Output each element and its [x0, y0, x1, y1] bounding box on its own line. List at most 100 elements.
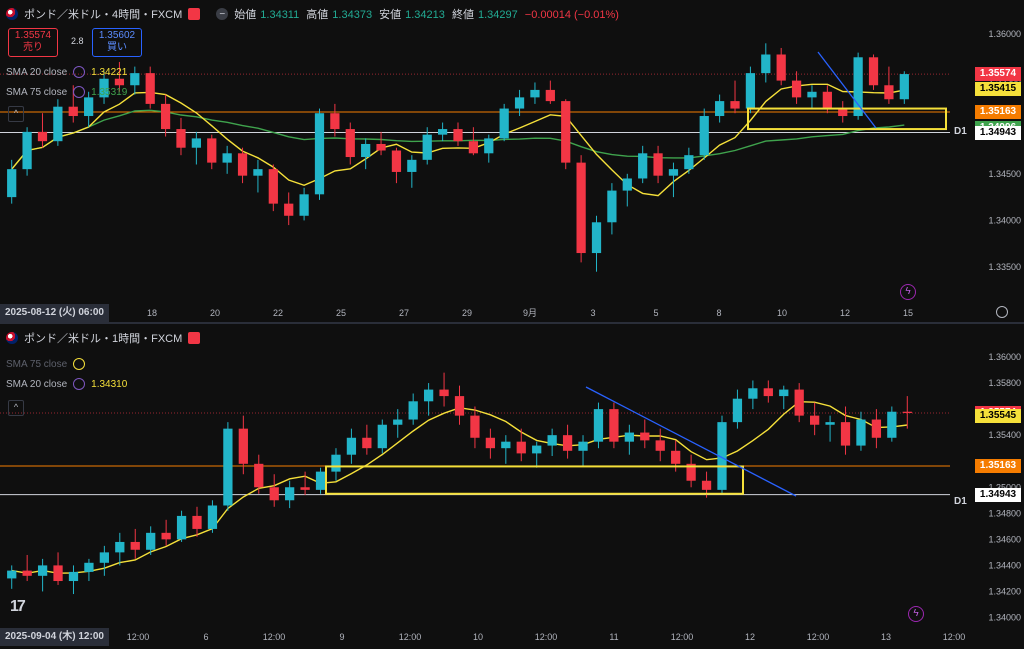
candle-body: [393, 419, 403, 425]
candle-body: [717, 422, 727, 490]
candle-body: [207, 505, 218, 529]
candle-body: [99, 552, 109, 563]
x-tick-label: 3: [590, 308, 595, 318]
candle-body: [561, 101, 571, 163]
x-tick-label: 9月: [523, 308, 537, 318]
y-tick-label: 1.34800: [988, 508, 1021, 518]
y-tick-label: 1.35000: [988, 482, 1021, 492]
candle-body: [423, 389, 434, 402]
candle-body: [686, 463, 696, 481]
candle-body: [468, 141, 479, 154]
candle-body: [624, 432, 634, 442]
spread-value: 2.8: [71, 36, 84, 46]
x-tick-label: 25: [336, 308, 346, 318]
collapse-indicators-button[interactable]: ^: [8, 400, 24, 416]
candle-body: [671, 450, 681, 464]
candle-body: [192, 515, 202, 529]
candle-body: [684, 155, 694, 170]
candle-body: [454, 396, 465, 416]
indicator-sma75[interactable]: SMA 75 close 1.35319: [6, 86, 128, 98]
symbol-title[interactable]: ポンド／米ドル・4時間・FXCM: [24, 9, 183, 21]
candle-body: [391, 150, 402, 172]
candle-body: [591, 222, 602, 254]
indicator-settings-icon[interactable]: [73, 86, 86, 98]
x-tick-label: 6: [203, 632, 208, 642]
candle-body: [868, 57, 879, 86]
candle-body: [514, 97, 525, 109]
candle-body: [856, 419, 866, 446]
candle-body: [315, 471, 326, 490]
buy-button[interactable]: 1.35602 買い: [92, 28, 142, 57]
chart-canvas-1h[interactable]: 1.36000 1.35800 1.35400 1.35000 1.34800 1.346…: [0, 324, 1024, 649]
candle-body: [377, 424, 387, 449]
candle-body: [285, 487, 295, 501]
price-axis-label: 1.35545: [975, 409, 1021, 424]
y-tick-label: 1.34000: [988, 612, 1021, 622]
x-tick-label: 29: [462, 308, 472, 318]
candle-body: [578, 441, 588, 451]
collapse-legend-icon[interactable]: −: [216, 8, 229, 20]
indicator-settings-icon[interactable]: [73, 66, 86, 78]
candle-body: [715, 101, 725, 117]
candle-body: [562, 435, 573, 451]
collapse-indicators-button[interactable]: ^: [8, 106, 24, 122]
lightning-icon[interactable]: ϟ: [908, 606, 924, 622]
candle-body: [330, 113, 340, 130]
tradingview-logo[interactable]: 17: [10, 598, 26, 615]
candle-body: [237, 153, 248, 176]
candle-body: [838, 108, 848, 117]
symbol-header: ポンド／米ドル・1時間・FXCM: [6, 330, 201, 346]
x-tick-label: 20: [210, 308, 220, 318]
candle-body: [779, 389, 789, 397]
chart-pane-1h[interactable]: 1.36000 1.35800 1.35400 1.35000 1.34800 1.346…: [0, 324, 1024, 649]
candle-body: [776, 54, 786, 81]
x-tick-label: 10: [777, 308, 787, 318]
symbol-title[interactable]: ポンド／米ドル・1時間・FXCM: [24, 333, 183, 345]
candle-body: [408, 401, 418, 420]
candle-body: [84, 97, 94, 117]
candle-body: [501, 441, 511, 449]
candle-body: [114, 78, 125, 86]
candle-body: [99, 78, 109, 98]
hidden-eye-icon[interactable]: [73, 358, 86, 370]
candle-body: [655, 440, 665, 451]
y-tick-label: 1.34600: [988, 534, 1021, 544]
pane-divider[interactable]: [0, 322, 1024, 324]
indicator-sma20[interactable]: SMA 20 close 1.34310: [6, 378, 128, 390]
price-axis-label: 1.34943: [975, 487, 1021, 502]
indicator-sma20[interactable]: SMA 20 close 1.34221: [6, 66, 128, 78]
candle-body: [7, 570, 17, 579]
candle-body: [222, 153, 232, 163]
candle-body: [268, 169, 278, 204]
x-tick-label: 12:00: [399, 632, 422, 642]
indicator-settings-icon[interactable]: [73, 378, 86, 390]
chart-pane-4h[interactable]: 1.360001.355001.350001.345001.340001.335…: [0, 0, 1024, 322]
candle-body: [361, 143, 371, 158]
candle-body: [130, 541, 140, 550]
candle-body: [161, 532, 171, 540]
x-tick-label: 12:00: [671, 632, 694, 642]
candle-body: [871, 419, 882, 438]
chart-canvas-4h[interactable]: 1.360001.355001.350001.345001.340001.335…: [0, 0, 1024, 322]
sell-button[interactable]: 1.35574 売り: [8, 28, 58, 57]
lightning-icon[interactable]: ϟ: [900, 284, 916, 300]
x-tick-label: 15: [903, 308, 913, 318]
y-tick-label: 1.34000: [988, 215, 1021, 225]
candle-body: [732, 398, 743, 423]
y-tick-label: 1.36000: [988, 352, 1021, 362]
candle-body: [763, 388, 773, 397]
x-tick-label: 12: [745, 632, 755, 642]
candle-body: [887, 411, 897, 438]
candle-body: [191, 138, 201, 148]
candle-body: [485, 437, 496, 449]
gear-icon[interactable]: [996, 306, 1008, 318]
sma20-line: [11, 400, 908, 574]
support-box: [325, 465, 744, 495]
candle-body: [609, 409, 619, 442]
market-status-icon: [188, 8, 201, 20]
symbol-header: ポンド／米ドル・4時間・FXCM − 始値 1.34311 高値 1.34373 安…: [6, 6, 623, 22]
price-axis-label: 1.35415: [975, 81, 1021, 96]
candle-body: [516, 441, 526, 454]
indicator-sma75[interactable]: SMA 75 close: [6, 358, 86, 370]
x-tick-label: 12: [840, 308, 850, 318]
